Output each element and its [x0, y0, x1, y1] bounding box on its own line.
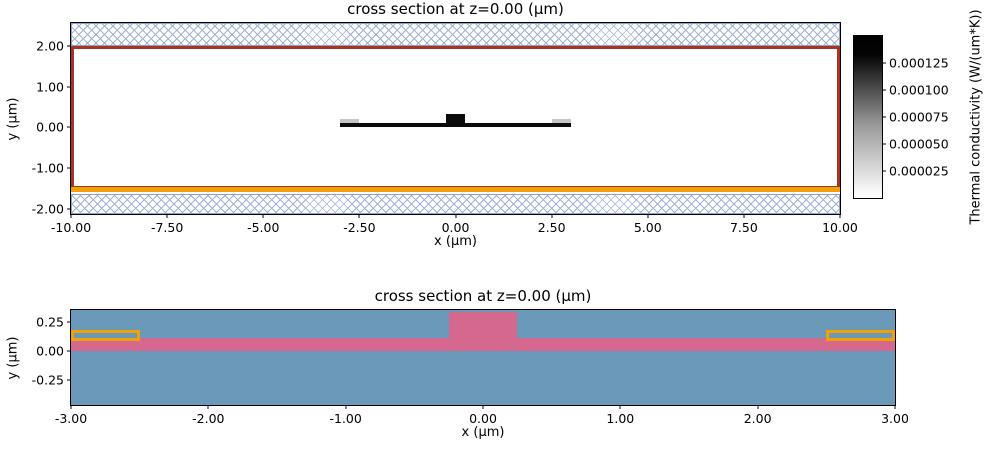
bottom-xaxis-ticks: -3.00 -2.00 -1.00 0.00 1.00 2.00 3.00	[55, 405, 909, 431]
y-tick-mark	[67, 321, 71, 323]
y-tick-label: -1.00	[31, 160, 64, 176]
y-tick-mark	[67, 350, 71, 352]
colorbar-label: Thermal conductivity (W/(um*K))	[968, 9, 984, 225]
y-tick-label: 0.00	[36, 343, 64, 359]
x-tick-label: 0.00	[441, 220, 470, 235]
top-yaxis-ticks: 2.00 1.00 0.00 -1.00 -2.00	[7, 23, 71, 217]
waveguide-ridge-high-conductivity	[445, 114, 466, 128]
x-tick-mark	[262, 214, 264, 218]
x-tick-label: -10.00	[50, 220, 92, 235]
bottom-axes: cross section at z=0.00 (μm) x (μm) y (μ…	[6, 287, 909, 440]
boundary-hatch-top	[71, 23, 840, 46]
x-tick-label: -2.50	[343, 220, 376, 235]
colorbar-tick-mark	[882, 116, 886, 118]
heat-source-line	[71, 187, 840, 192]
bottom-plot-title: cross section at z=0.00 (μm)	[374, 287, 592, 305]
x-tick-mark	[207, 405, 209, 409]
y-tick-label: -2.00	[31, 201, 64, 217]
boundary-hatch-bottom	[71, 193, 840, 214]
x-tick-label: -7.50	[150, 220, 184, 235]
x-tick-label: 2.50	[537, 220, 566, 235]
x-tick-label: 7.50	[729, 220, 758, 235]
x-tick-mark	[70, 405, 72, 409]
x-tick-label: 5.00	[633, 220, 662, 235]
colorbar-tick-label: 0.000050	[889, 136, 949, 152]
x-tick-mark	[619, 405, 621, 409]
top-xaxis-label: x (μm)	[434, 234, 477, 249]
x-tick-label: 2.00	[743, 411, 772, 426]
x-tick-mark	[482, 405, 484, 409]
x-tick-label: -2.00	[192, 411, 225, 426]
x-tick-mark	[894, 405, 896, 409]
x-tick-mark	[551, 214, 553, 218]
x-tick-label: 10.00	[822, 220, 858, 235]
x-tick-mark	[166, 214, 168, 218]
y-tick-mark	[67, 45, 71, 47]
x-tick-mark	[757, 405, 759, 409]
colorbar-tick-label: 0.000100	[889, 82, 949, 98]
y-tick-mark	[67, 208, 71, 210]
colorbar-gradient	[854, 36, 882, 198]
colorbar: 0.000125 0.000100 0.000075 0.000050 0.000025	[853, 35, 949, 199]
colorbar-tick-label: 0.000025	[889, 163, 949, 179]
x-tick-mark	[70, 214, 72, 218]
y-tick-mark	[67, 379, 71, 381]
bottom-xaxis-label: x (μm)	[461, 425, 505, 440]
colorbar-tick-mark	[882, 62, 886, 64]
colorbar-tick-label: 0.000125	[889, 55, 949, 71]
x-tick-mark	[839, 214, 841, 218]
heater-electrode-left	[71, 329, 140, 342]
x-tick-label: 3.00	[881, 411, 909, 426]
top-plot-area	[71, 23, 840, 214]
colorbar-tick-mark	[882, 170, 886, 172]
x-tick-label: -3.00	[54, 411, 88, 426]
electrode-right-low-conductivity	[551, 119, 571, 124]
top-plot-title: cross section at z=0.00 (μm)	[347, 0, 564, 18]
x-tick-mark	[647, 214, 649, 218]
x-tick-mark	[743, 214, 745, 218]
x-tick-label: -5.00	[247, 220, 280, 235]
x-tick-mark	[358, 214, 360, 218]
y-tick-mark	[67, 86, 71, 88]
silicon-waveguide-ridge	[448, 312, 518, 352]
heater-electrode-right	[826, 329, 895, 342]
y-tick-label: 0.25	[36, 314, 64, 330]
colorbar-tick-mark	[882, 89, 886, 91]
y-tick-label: 2.00	[36, 38, 64, 54]
x-tick-label: 0.00	[469, 411, 497, 426]
top-axes: cross section at z=0.00 (μm) x (μm) y (μ…	[6, 0, 858, 249]
x-tick-mark	[455, 214, 456, 218]
colorbar-tick-mark	[882, 143, 886, 145]
y-tick-mark	[67, 126, 71, 128]
y-tick-label: -0.25	[31, 372, 64, 388]
x-tick-label: -1.00	[329, 411, 362, 426]
colorbar-tick-label: 0.000075	[889, 109, 949, 125]
y-tick-label: 0.00	[36, 119, 64, 135]
electrode-left-low-conductivity	[340, 119, 360, 124]
y-tick-mark	[67, 167, 71, 169]
bottom-yaxis-ticks: 0.25 0.00 -0.25	[7, 310, 71, 405]
x-tick-label: 1.00	[606, 411, 635, 426]
colorbar-ticks: 0.000125 0.000100 0.000075 0.000050 0.000025	[882, 36, 952, 198]
x-tick-mark	[345, 405, 347, 409]
bottom-plot-area	[71, 310, 895, 405]
y-tick-label: 1.00	[36, 79, 64, 95]
top-xaxis-ticks: -10.00 -7.50 -5.00 -2.50 0.00 2.50 5.00 7.50 10.…	[51, 214, 858, 240]
